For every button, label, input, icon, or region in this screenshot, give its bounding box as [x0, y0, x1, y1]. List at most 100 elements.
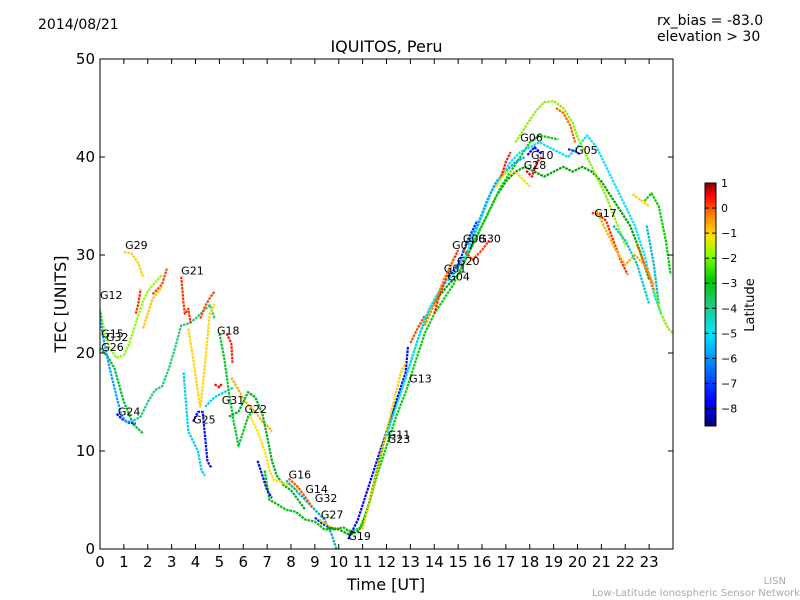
colorbar-tick-label: −1	[721, 227, 737, 240]
tec-trace	[423, 259, 455, 327]
rx-bias-label: rx_bias = -83.0	[657, 13, 764, 29]
x-tick-label: 4	[191, 553, 201, 571]
tec-trace	[225, 332, 234, 363]
footer-lisn: LISN	[763, 576, 786, 587]
satellite-label: G25	[193, 414, 216, 427]
tec-trace	[187, 303, 216, 408]
tec-trace	[347, 346, 410, 540]
tec-trace	[462, 239, 491, 261]
colorbar-tick-label: −7	[721, 377, 737, 390]
tec-trace	[555, 107, 577, 143]
satellite-label: G13	[409, 372, 432, 385]
chart-title: IQUITOS, Peru	[330, 37, 443, 56]
satellite-label: G17	[594, 207, 617, 220]
tec-trace	[285, 479, 338, 549]
colorbar-tick-label: −4	[721, 302, 737, 315]
x-tick-label: 21	[592, 553, 611, 571]
colorbar-tick-label: 1	[721, 177, 728, 190]
satellite-label: G28	[524, 159, 547, 172]
tec-trace	[214, 382, 223, 389]
y-tick-label: 20	[76, 344, 95, 362]
tec-trace	[645, 225, 660, 305]
satellite-label: G07	[452, 239, 475, 252]
footer-network: Low-Latitude Ionospheric Sensor Network	[592, 588, 800, 599]
satellite-label: G27	[321, 509, 344, 522]
satellite-label: G20	[457, 255, 480, 268]
tec-trace	[612, 224, 651, 305]
tec-trace	[361, 362, 407, 530]
x-tick-label: 12	[377, 553, 396, 571]
satellite-label: G31	[222, 394, 245, 407]
y-tick-label: 30	[76, 246, 95, 264]
colorbar-tick-label: −2	[721, 252, 737, 265]
colorbar-tick-label: −3	[721, 277, 737, 290]
x-tick-label: 0	[95, 553, 105, 571]
colorbar-tick-label: −5	[721, 327, 737, 340]
satellite-label: G22	[244, 403, 267, 416]
tec-trace	[100, 273, 163, 359]
satellite-label: G32	[106, 331, 129, 344]
satellite-label: G23	[388, 433, 411, 446]
x-tick-label: 3	[167, 553, 177, 571]
tec-trace	[631, 193, 650, 207]
x-tick-label: 13	[401, 553, 420, 571]
tec-trace	[526, 146, 543, 156]
x-tick-label: 5	[215, 553, 225, 571]
tec-trace	[500, 151, 512, 177]
tec-trace	[409, 315, 426, 344]
tec-trace	[525, 156, 543, 178]
satellite-label: G11	[388, 428, 411, 441]
colorbar-label: Latitude	[743, 278, 758, 332]
colorbar-tick-label: −8	[721, 402, 737, 415]
x-tick-label: 8	[286, 553, 296, 571]
tec-trace	[192, 410, 213, 469]
y-tick-label: 0	[85, 540, 95, 558]
x-tick-label: 19	[544, 553, 563, 571]
satellite-label: G29	[125, 239, 148, 252]
tec-trace	[447, 220, 479, 278]
x-tick-label: 11	[353, 553, 372, 571]
x-tick-label: 23	[640, 553, 659, 571]
colorbar-tick-label: −6	[721, 352, 737, 365]
x-tick-label: 1	[119, 553, 129, 571]
elevation-label: elevation > 30	[657, 29, 761, 45]
x-tick-label: 7	[262, 553, 272, 571]
satellite-label: G14	[305, 483, 328, 496]
satellite-label: G10	[531, 149, 554, 162]
satellite-label: G32	[315, 492, 338, 505]
x-tick-label: 16	[472, 553, 491, 571]
x-tick-label: 2	[143, 553, 153, 571]
satellite-label: G18	[217, 324, 240, 337]
tec-trace	[230, 376, 273, 433]
tec-trace	[643, 192, 672, 275]
tec-trace	[287, 477, 314, 509]
y-axis-label: TEC [UNITS]	[51, 256, 70, 354]
satellite-label: G19	[348, 530, 371, 543]
tec-trace	[134, 289, 142, 315]
tec-trace	[514, 99, 627, 246]
tec-trace	[182, 372, 206, 477]
x-tick-label: 14	[425, 553, 444, 571]
tec-trace	[495, 170, 531, 188]
plot-frame	[99, 58, 674, 550]
y-tick-label: 10	[76, 442, 95, 460]
tec-trace	[636, 244, 655, 290]
x-tick-label: 15	[449, 553, 468, 571]
x-tick-label: 20	[568, 553, 587, 571]
tec-trace	[151, 268, 168, 295]
satellite-label: G21	[181, 265, 204, 278]
satellite-label: G15	[101, 327, 124, 340]
colorbar-tick-label: 0	[721, 202, 728, 215]
satellite-label: G04	[447, 270, 470, 283]
x-tick-label: 22	[616, 553, 635, 571]
date-label: 2014/08/21	[38, 17, 119, 33]
colorbar	[704, 182, 717, 427]
satellite-label: G12	[100, 289, 123, 302]
x-tick-label: 18	[520, 553, 539, 571]
satellite-label: G16	[289, 468, 312, 481]
tec-trace	[466, 156, 526, 246]
tec-trace	[199, 290, 216, 320]
satellite-label: G30	[478, 232, 501, 245]
tec-trace	[591, 211, 629, 276]
